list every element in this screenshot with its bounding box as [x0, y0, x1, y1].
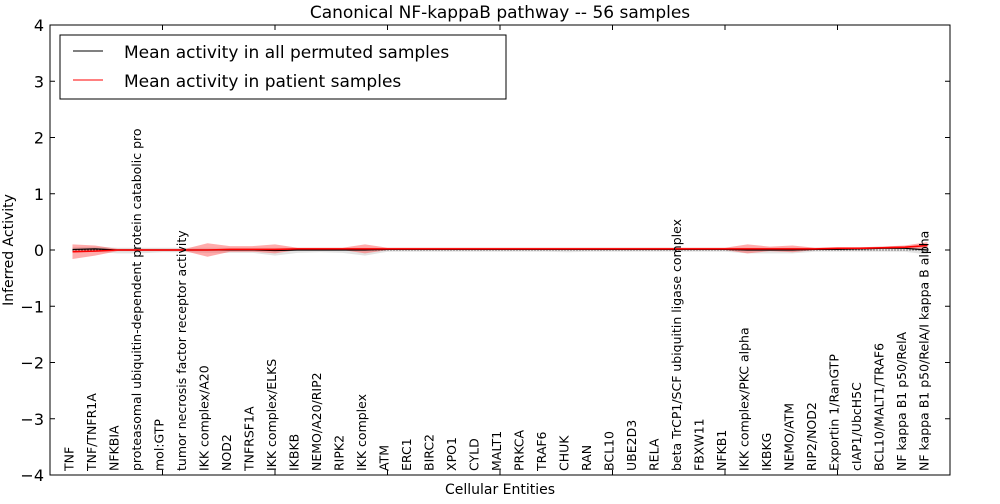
x-category-label: IKBKG [759, 433, 774, 471]
x-category-label: BCL10 [602, 431, 617, 471]
x-category-label: Exportin 1/RanGTP [827, 354, 842, 471]
x-category-label: NOD2 [219, 434, 234, 471]
x-category-label: TNF [62, 447, 77, 472]
x-category-label: BIRC2 [422, 434, 437, 471]
y-axis-label: Inferred Activity [1, 194, 17, 306]
x-category-label: NEMO/ATM [782, 403, 797, 471]
x-category-label: IKK complex/PKC alpha [737, 327, 752, 471]
x-category-label: UBE2D3 [624, 420, 639, 471]
x-category-label: XPO1 [444, 437, 459, 471]
y-tick-label: 3 [34, 72, 44, 91]
y-tick-label: 0 [34, 241, 44, 260]
x-category-label: PRKCA [512, 430, 527, 471]
series-line-1 [72, 244, 928, 253]
x-category-label: MALT1 [489, 431, 504, 471]
x-category-label: TRAF6 [534, 431, 549, 472]
legend: Mean activity in all permuted samples Me… [59, 34, 507, 100]
legend-label-patient: Mean activity in patient samples [124, 72, 401, 92]
x-category-label: TNF/TNFR1A [84, 393, 99, 472]
x-category-label: RELA [647, 438, 662, 471]
x-category-label: cIAP1/UbcH5C [849, 382, 864, 471]
x-category-label: ERC1 [399, 438, 414, 471]
legend-box [59, 34, 507, 100]
x-category-label: RAN [579, 445, 594, 471]
x-category-label: beta TrCP1/SCF ubiquitin ligase complex [669, 219, 684, 471]
x-category-label: BCL10/MALT1/TRAF6 [872, 343, 887, 471]
x-category-label: IKK complex/ELKS [264, 359, 279, 471]
x-category-label: RIPK2 [332, 435, 347, 471]
y-tick-label: −4 [20, 466, 44, 485]
chart-title: Canonical NF-kappaB pathway -- 56 sample… [310, 3, 690, 23]
x-category-label: CHUK [557, 435, 572, 471]
x-axis-label: Cellular Entities [445, 482, 555, 498]
x-category-label: CYLD [467, 438, 482, 471]
plot-frame [49, 24, 951, 476]
y-tick-label: −2 [20, 354, 44, 373]
x-category-label: FBXW11 [692, 418, 707, 471]
x-category-label: ATM [377, 445, 392, 471]
x-category-label: IKK complex/A20 [197, 365, 212, 471]
x-category-label: proteasomal ubiquitin-dependent protein … [129, 128, 144, 471]
x-category-label: NEMO/A20/RIP2 [309, 372, 324, 471]
band-series-1 [72, 242, 928, 259]
x-category-label: RIP2/NOD2 [804, 402, 819, 471]
x-category-label: IKBKB [287, 434, 302, 471]
x-category-label: IKK complex [354, 394, 369, 471]
y-tick-label: −1 [20, 297, 44, 316]
y-tick-label: 2 [34, 129, 44, 148]
x-category-label: TNFRSF1A [242, 406, 257, 472]
x-category-label: NF kappa B1 p50/RelA/I kappa B alpha [917, 231, 932, 471]
x-category-label: NF kappa B1 p50/RelA [894, 331, 909, 471]
y-tick-label: 1 [34, 185, 44, 204]
x-category-label: mol:GTP [152, 419, 167, 471]
y-tick-label: 4 [34, 16, 44, 35]
x-category-label: NFKBIA [107, 425, 122, 471]
y-tick-label: −3 [20, 410, 44, 429]
legend-label-permuted: Mean activity in all permuted samples [124, 43, 449, 63]
x-category-label: NFKB1 [714, 430, 729, 471]
x-category-label: tumor necrosis factor receptor activity [174, 230, 189, 471]
